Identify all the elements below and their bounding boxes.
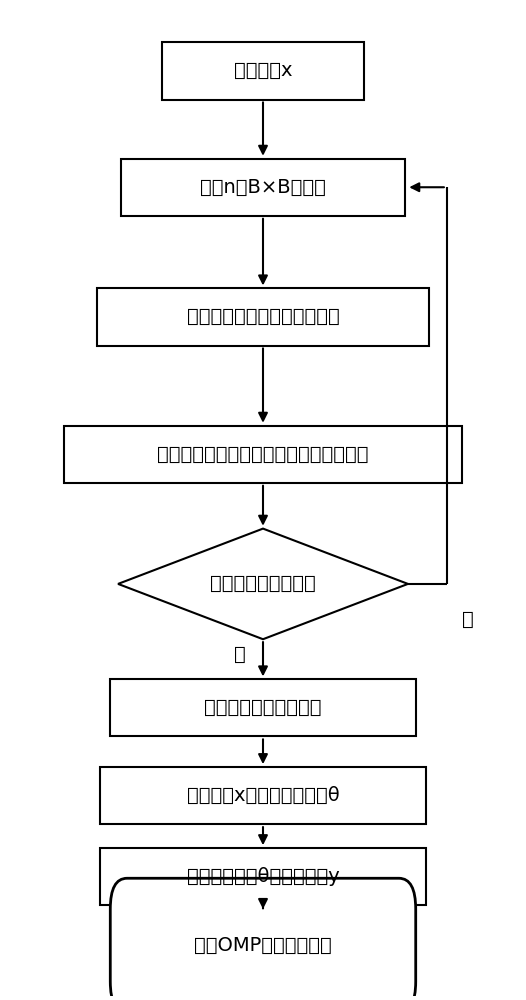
Text: 求得每个子块的灰度共生矩阵: 求得每个子块的灰度共生矩阵 (187, 307, 339, 326)
Text: 读取图僎x: 读取图僎x (234, 61, 292, 80)
Polygon shape (118, 529, 408, 639)
Text: 获得稀疏向量θ的观测向量y: 获得稀疏向量θ的观测向量y (187, 867, 339, 886)
Bar (100, 767, 426, 824)
Bar (64, 426, 462, 483)
Text: 求得每个子块的灰度共生矩阵的平均燵値: 求得每个子块的灰度共生矩阵的平均燵値 (157, 445, 369, 464)
Bar (97, 288, 429, 346)
Text: 求得每个子块的采样率: 求得每个子块的采样率 (204, 698, 322, 717)
Text: 获得图僎x的稀疏表示向量θ: 获得图僎x的稀疏表示向量θ (187, 786, 339, 805)
FancyBboxPatch shape (110, 878, 416, 1000)
Text: 是否需要继续分块？: 是否需要继续分块？ (210, 574, 316, 593)
Bar (100, 848, 426, 905)
Text: 是: 是 (462, 610, 473, 629)
Text: 否: 否 (234, 645, 246, 664)
Bar (162, 42, 364, 100)
Bar (120, 159, 406, 216)
Text: 通过OMP算法重建图像: 通过OMP算法重建图像 (194, 936, 332, 955)
Bar (110, 679, 416, 736)
Text: 分成n个B×B的子块: 分成n个B×B的子块 (200, 178, 326, 197)
